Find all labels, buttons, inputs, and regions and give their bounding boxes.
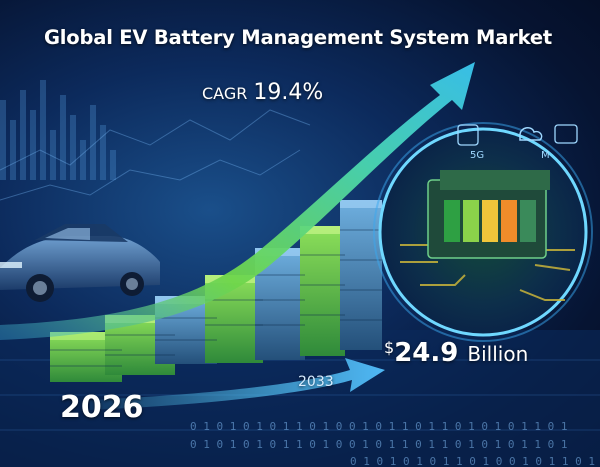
- car-graphic: [0, 224, 160, 302]
- market-unit: Billion: [467, 342, 529, 366]
- chip-label-m: M: [541, 150, 550, 161]
- page-title: Global EV Battery Management System Mark…: [44, 26, 552, 49]
- cagr-text: CAGR: [202, 84, 248, 103]
- battery-cells: [444, 200, 536, 242]
- binary-row-2: 0 1 0 1 0 1 0 1 1 0 1 0 0 1 0 1 1 0 1 1 …: [190, 438, 568, 451]
- battery-stack-6: [300, 226, 345, 356]
- binary-row-1: 0 1 0 1 0 1 0 1 1 0 1 0 0 1 0 1 1 0 1 1 …: [190, 420, 568, 433]
- market-amount: 24.9: [394, 338, 459, 368]
- binary-code: 0 1 0 1 0 1 0 1 1 0 1 0 0 1 0 1 1 0 1 1 …: [190, 420, 600, 467]
- cagr-value: 19.4%: [253, 80, 324, 105]
- bms-chip-panel: 5G M: [373, 122, 593, 342]
- market-value: $24.9 Billion: [384, 338, 528, 368]
- timeline-arrow: [90, 358, 385, 410]
- end-year: 2033: [298, 374, 334, 390]
- growth-arrow: [0, 62, 475, 340]
- currency-symbol: $: [384, 338, 395, 357]
- battery-stack-7: [340, 200, 382, 350]
- background-bars: [0, 80, 116, 180]
- cagr-label: CAGR 19.4%: [202, 80, 323, 105]
- background-lines: [0, 109, 311, 201]
- start-year: 2026: [60, 390, 144, 425]
- chip-label-5g: 5G: [470, 150, 484, 161]
- binary-row-3: 0 1 0 1 0 1 0 1 1 0 1 0 0 1 0 1 1 0 1 1 …: [350, 455, 600, 467]
